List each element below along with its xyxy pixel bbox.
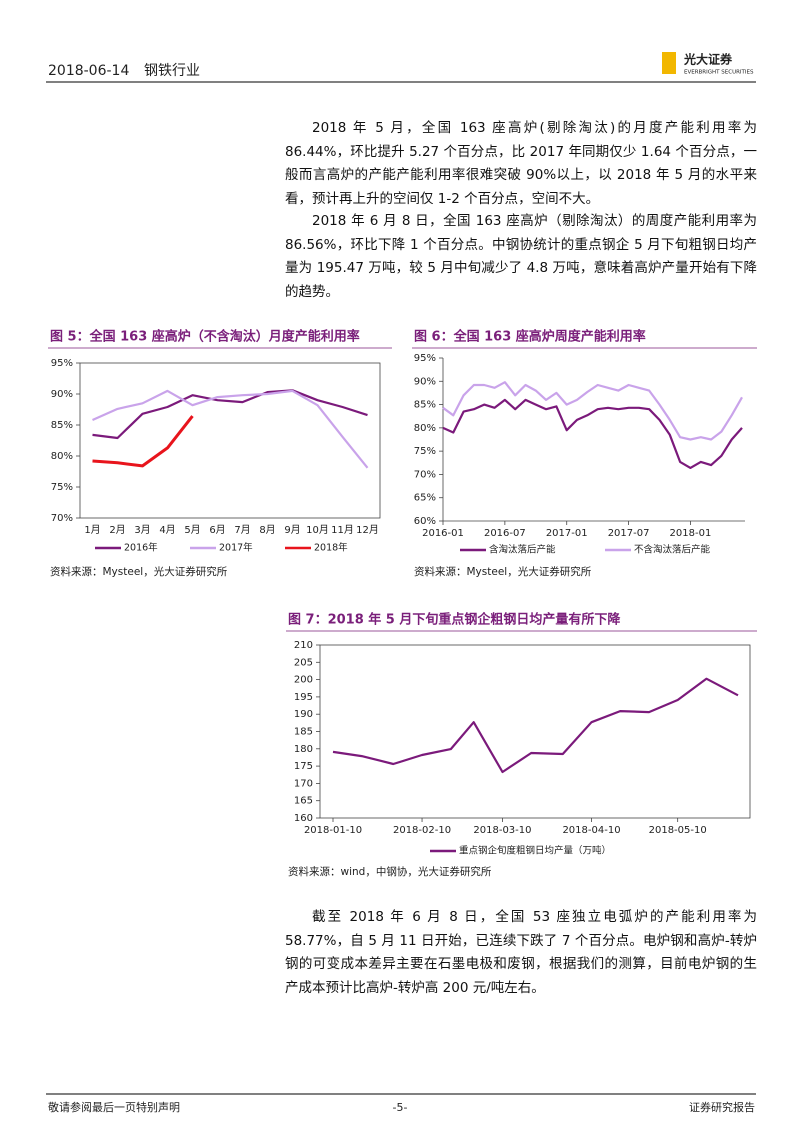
y-tick-label: 95%: [51, 358, 73, 369]
footer-right: 证券研究报告: [689, 1100, 755, 1114]
x-tick-label: 6月: [209, 524, 225, 536]
x-tick-label: 8月: [259, 524, 275, 536]
logo-icon: [662, 52, 676, 74]
y-tick-label: 90%: [51, 389, 73, 400]
y-tick-label: 200: [294, 675, 313, 686]
y-tick-label: 160: [294, 813, 313, 824]
legend-label: 2018年: [314, 542, 348, 554]
figure-source: 资料来源：wind，中钢协，光大证券研究所: [288, 865, 492, 878]
y-tick-label: 195: [294, 692, 313, 703]
paragraph: 2018 年 5 月，全国 163 座高炉(剔除淘汰)的月度产能利用率为 86.…: [285, 120, 757, 207]
legend-label: 含淘汰落后产能: [489, 544, 556, 556]
y-tick-label: 170: [294, 778, 313, 789]
x-tick-label: 5月: [184, 524, 200, 536]
y-tick-label: 90%: [414, 376, 436, 387]
series-line: [332, 677, 739, 774]
x-tick-label: 2018-01-10: [304, 825, 362, 836]
x-tick-label: 7月: [234, 524, 250, 536]
x-tick-label: 2016-07: [484, 528, 526, 539]
footer-page: -5-: [393, 1101, 408, 1114]
x-tick-label: 2018-03-10: [473, 825, 531, 836]
series-line: [442, 398, 743, 469]
paragraph: 2018 年 6 月 8 日，全国 163 座高炉（剔除淘汰）的周度产能利用率为…: [285, 213, 757, 300]
legend-label: 不含淘汰落后产能: [634, 544, 711, 556]
y-tick-label: 185: [294, 727, 313, 738]
x-tick-label: 10月: [306, 524, 329, 536]
x-tick-label: 9月: [284, 524, 300, 536]
y-tick-label: 85%: [414, 400, 436, 411]
y-tick-label: 60%: [414, 516, 436, 527]
figure-title: 图 7：2018 年 5 月下旬重点钢企粗钢日均产量有所下降: [288, 612, 621, 628]
x-tick-label: 2016-01: [422, 528, 464, 539]
y-tick-label: 190: [294, 709, 313, 720]
y-tick-label: 80%: [51, 451, 73, 462]
y-tick-label: 95%: [414, 353, 436, 364]
paragraph: 截至 2018 年 6 月 8 日，全国 53 座独立电弧炉的产能利用率为 58…: [285, 909, 757, 996]
y-tick-label: 70%: [51, 513, 73, 524]
y-tick-label: 70%: [414, 469, 436, 480]
plot-frame: [79, 362, 381, 519]
x-tick-label: 2月: [109, 524, 125, 536]
x-tick-label: 2018-04-10: [562, 825, 620, 836]
logo-cn: 光大证券: [683, 52, 733, 67]
x-tick-label: 12月: [356, 524, 379, 536]
legend-label: 2017年: [219, 542, 253, 554]
y-tick-label: 65%: [414, 493, 436, 504]
y-tick-label: 180: [294, 744, 313, 755]
x-tick-label: 1月: [84, 524, 100, 536]
y-tick-label: 205: [294, 657, 313, 668]
y-tick-label: 175: [294, 761, 313, 772]
figure-title: 图 5：全国 163 座高炉（不含淘汰）月度产能利用率: [50, 329, 360, 345]
x-tick-label: 4月: [159, 524, 175, 536]
figure-title: 图 6：全国 163 座高炉周度产能利用率: [414, 329, 646, 345]
series-line: [92, 415, 194, 468]
series-line: [92, 389, 369, 469]
x-tick-label: 2018-05-10: [649, 825, 707, 836]
legend-label: 2016年: [124, 542, 158, 554]
legend-label: 重点钢企旬度粗钢日均产量（万吨）: [459, 845, 611, 857]
y-tick-label: 80%: [414, 423, 436, 434]
logo-en: EVERBRIGHT SECURITIES: [684, 70, 754, 76]
y-tick-label: 165: [294, 796, 313, 807]
header-date: 2018-06-14: [48, 63, 129, 79]
figure-source: 资料来源：Mysteel，光大证券研究所: [414, 565, 592, 578]
y-tick-label: 75%: [414, 446, 436, 457]
y-tick-label: 75%: [51, 482, 73, 493]
series-line: [442, 381, 743, 441]
x-tick-label: 2018-02-10: [393, 825, 451, 836]
x-tick-label: 3月: [134, 524, 150, 536]
y-tick-label: 85%: [51, 420, 73, 431]
figure-source: 资料来源：Mysteel，光大证券研究所: [50, 565, 228, 578]
x-tick-label: 2018-01: [670, 528, 712, 539]
series-line: [92, 389, 368, 440]
footer-left: 敬请参阅最后一页特别声明: [48, 1100, 180, 1114]
x-tick-label: 11月: [331, 524, 354, 536]
y-tick-label: 210: [294, 640, 313, 651]
plot-frame: [319, 644, 751, 819]
x-tick-label: 2017-01: [546, 528, 588, 539]
header-industry: 钢铁行业: [144, 63, 200, 79]
x-tick-label: 2017-07: [608, 528, 650, 539]
